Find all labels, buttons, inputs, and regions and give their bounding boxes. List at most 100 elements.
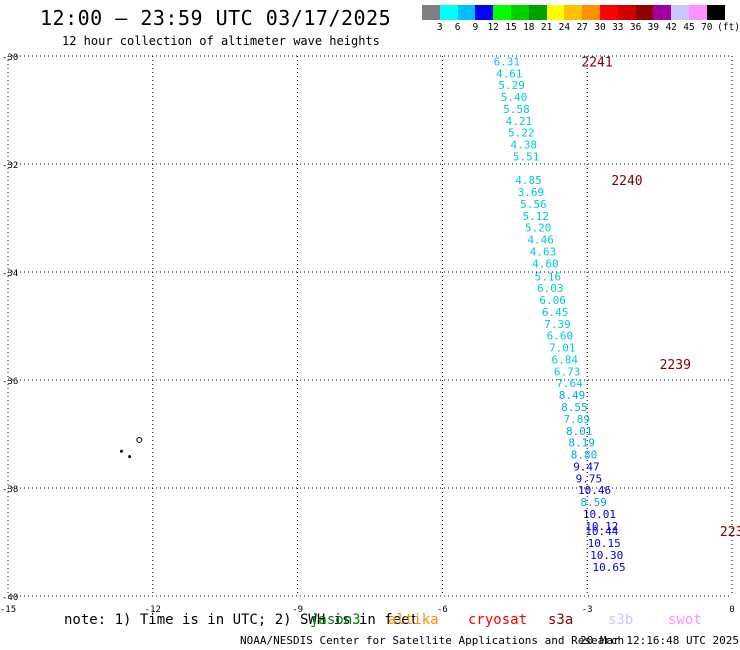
cycle-label: 2240 (611, 174, 642, 189)
legend-label: 36 (629, 22, 642, 33)
legend-swatch (706, 5, 725, 20)
satellite-label: cryosat (468, 612, 528, 628)
wave-height-label: 6.06 (539, 294, 566, 307)
wave-height-label: 7.89 (564, 413, 591, 426)
lat-tick-label: -38 (2, 485, 18, 495)
legend-swatch (582, 5, 600, 20)
wave-height-label: 10.12 (585, 520, 618, 533)
legend-swatch (422, 5, 440, 20)
wave-height-label: 4.63 (530, 245, 557, 258)
lon-tick-label: -3 (582, 605, 593, 615)
legend-swatch (653, 5, 672, 20)
wave-height-label: 5.58 (503, 103, 530, 116)
wave-height-label: 5.29 (498, 79, 525, 92)
legend-swatch (439, 5, 458, 20)
legend-label: 45 (683, 22, 695, 33)
legend-label: 42 (665, 22, 677, 33)
observations: 6.314.615.295.405.584.215.224.385.51 4.85… (494, 55, 626, 573)
wave-height-label: 5.56 (520, 198, 547, 211)
legend-swatches (422, 5, 725, 20)
lat-tick-label: -32 (2, 161, 18, 171)
legend-label: 30 (594, 22, 606, 33)
wave-height-label: 4.38 (510, 139, 537, 152)
wave-height-label: 10.46 (578, 484, 611, 497)
satellite-label: s3b (608, 612, 634, 628)
lon-tick-label: -12 (145, 605, 161, 615)
wave-height-label: 6.45 (542, 306, 569, 319)
legend-swatch (617, 5, 636, 20)
legend-label: 39 (647, 22, 660, 33)
legend-label: 18 (523, 22, 535, 33)
legend-swatch (475, 5, 494, 20)
wave-height-label: 6.03 (537, 282, 564, 295)
wave-height-label: 5.40 (501, 91, 528, 104)
wave-height-label: 5.20 (525, 222, 552, 235)
wave-height-label: 4.21 (506, 115, 533, 128)
cycle-label: 2241 (581, 55, 612, 70)
legend-swatch (688, 5, 707, 20)
satellite-label: swot (668, 612, 702, 628)
wave-height-label: 5.16 (535, 270, 562, 283)
island-outline (136, 436, 143, 443)
legend-swatch (635, 5, 654, 20)
lon-tick-label: -9 (292, 605, 303, 615)
wave-height-label: 8.49 (559, 389, 586, 402)
lat-tick-label: -40 (2, 593, 18, 603)
legend-label: 6 (454, 22, 461, 33)
legend-label: 9 (472, 22, 479, 33)
legend-label: 24 (558, 22, 571, 33)
wave-height-label: 4.61 (496, 67, 523, 80)
wave-height-label: 5.22 (508, 127, 535, 140)
island-outline (128, 455, 132, 459)
lon-tick-label: -15 (0, 605, 16, 615)
legend-swatch (599, 5, 618, 20)
wave-height-label: 6.31 (494, 55, 520, 68)
lat-tick-label: -36 (2, 377, 18, 387)
chart-title: 12:00 — 23:59 UTC 03/17/2025 (40, 6, 392, 30)
satellite-label: jason3 (310, 612, 361, 628)
wave-height-label: 4.85 (515, 174, 542, 187)
wave-height-label: 4.60 (532, 257, 559, 270)
wave-height-label: 10.15 (588, 537, 621, 550)
island-outline (119, 449, 123, 453)
wave-height-label: 6.60 (547, 330, 574, 343)
cycle-label: 2238 (720, 525, 740, 540)
wave-height-label: 8.19 (568, 437, 595, 450)
axis-labels: -30-32-34-36-38-40-15 -12 -9 -6 -3 0 (0, 53, 735, 615)
wave-height-label: 6.84 (551, 353, 578, 366)
legend-label: 3 (436, 22, 443, 33)
footer-credit: NOAA/NESDIS Center for Satellite Applica… (240, 634, 625, 647)
legend-swatch (457, 5, 476, 20)
satellite-label: s3a (548, 612, 574, 628)
lat-tick-label: -34 (2, 269, 18, 279)
wave-height-label: 7.64 (556, 377, 583, 390)
wave-height-label: 9.75 (576, 472, 603, 485)
wave-height-label: 8.59 (580, 496, 607, 509)
legend-label: 33 (612, 22, 624, 33)
lon-tick-label: 0 (729, 605, 734, 615)
wave-height-label: 7.39 (544, 318, 571, 331)
wave-height-label: 3.69 (518, 186, 545, 199)
wave-height-label: 8.01 (566, 425, 593, 438)
wave-height-label: 9.47 (573, 460, 600, 473)
wave-height-label: 10.65 (593, 561, 626, 574)
wave-height-label: 10.01 (583, 508, 616, 521)
lon-tick-label: -6 (437, 605, 448, 615)
wave-height-label: 6.73 (554, 365, 581, 378)
legend-swatch (528, 5, 547, 20)
wave-height-label: 7.01 (549, 342, 576, 355)
legend-swatch (671, 5, 689, 20)
islands (119, 436, 143, 459)
legend-label: 15 (505, 22, 517, 33)
legend-swatch (493, 5, 511, 20)
legend-label: 21 (540, 22, 553, 33)
satellite-label: altika (388, 612, 439, 628)
legend-unit: (ft) (717, 22, 740, 33)
chart-subtitle: 12 hour collection of altimeter wave hei… (62, 34, 380, 48)
note-text: note: 1) Time is in UTC; 2) SWH is in fe… (64, 612, 419, 628)
wave-height-label: 5.12 (523, 210, 550, 223)
wave-height-label: 10.30 (590, 549, 623, 562)
color-legend: 3 6 9 12 15 18 21 24 27 30 33 36 39 42 45 70 (ft) (422, 5, 740, 34)
legend-swatch (546, 5, 565, 20)
